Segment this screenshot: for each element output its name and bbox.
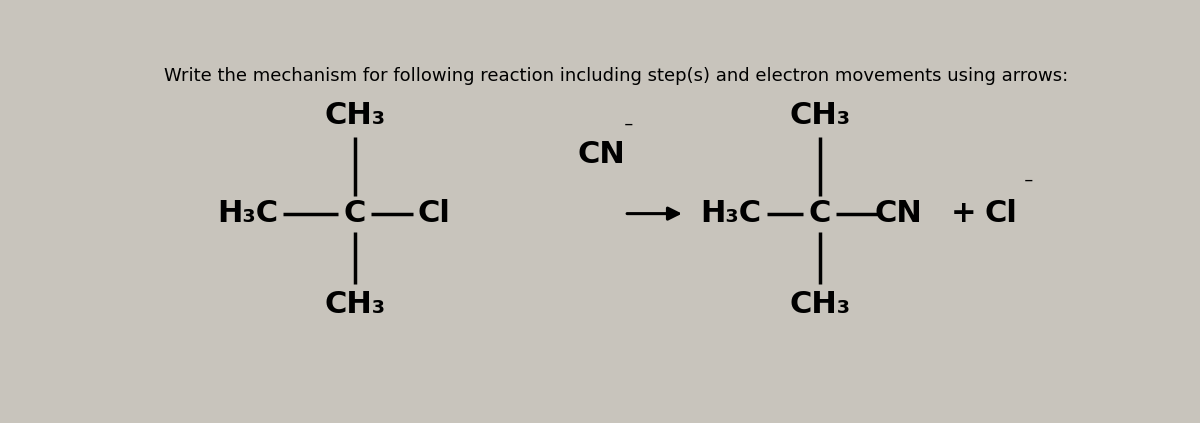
Text: H₃C: H₃C [217,199,278,228]
Text: Cl: Cl [984,199,1018,228]
Text: CN: CN [577,140,625,170]
Text: CH₃: CH₃ [790,290,850,319]
Text: Write the mechanism for following reaction including step(s) and electron moveme: Write the mechanism for following reacti… [164,67,1068,85]
Text: CN: CN [875,199,923,228]
Text: ⁻: ⁻ [1024,175,1033,193]
Text: ⁻: ⁻ [624,120,634,138]
Text: CH₃: CH₃ [324,290,385,319]
Text: +: + [950,199,977,228]
Text: C: C [343,199,366,228]
Text: H₃C: H₃C [701,199,762,228]
Text: C: C [809,199,830,228]
Text: CH₃: CH₃ [790,102,850,130]
Text: Cl: Cl [418,199,450,228]
Text: CH₃: CH₃ [324,102,385,130]
